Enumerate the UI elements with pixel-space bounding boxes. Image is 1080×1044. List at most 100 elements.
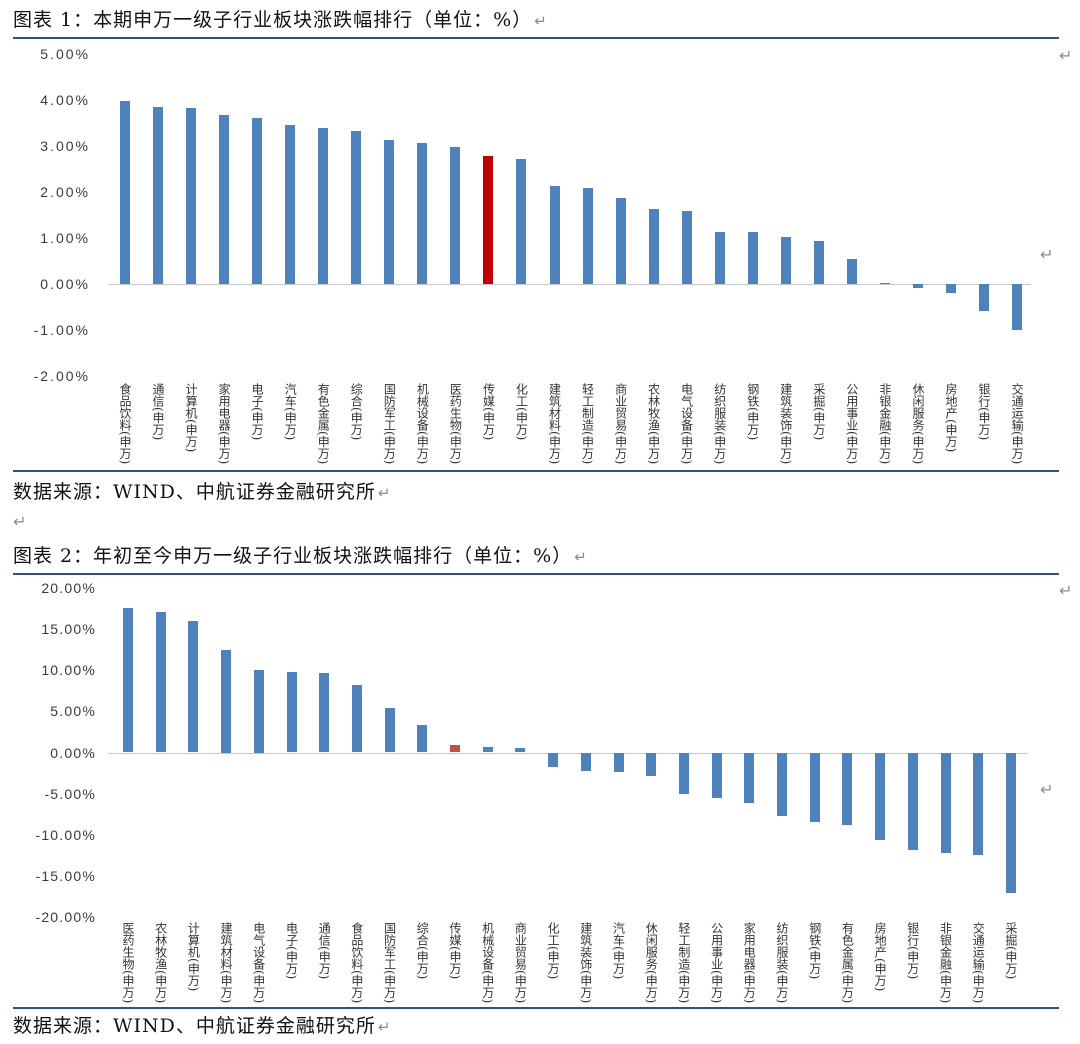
y-tick-label: -15.00%	[35, 867, 96, 884]
return-mark: ↵	[1059, 46, 1073, 65]
bar	[946, 284, 956, 293]
figure-1-source-text: 数据来源：WIND、中航证券金融研究所	[13, 481, 376, 503]
category-label: 通信(申万)	[151, 383, 166, 441]
bar	[940, 752, 951, 853]
category-label: 休闲服务(申万)	[644, 922, 659, 1004]
figure-2-title: 图表 2：年初至今申万一级子行业板块涨跌幅排行（单位：%） ↵	[13, 544, 587, 569]
bar	[516, 158, 527, 284]
chart-2: 20.00% 15.00% 10.00% 5.00% 0.00% -5.00% -10.00…	[0, 576, 1080, 1006]
category-label: 建筑装饰(申万)	[778, 383, 793, 465]
category-label: 轻工制造(申万)	[676, 922, 691, 1004]
y-tick-label: -1.00%	[33, 322, 90, 338]
category-label: 医药生物(申万)	[448, 383, 463, 465]
bar	[648, 209, 659, 284]
bar	[875, 752, 886, 840]
bar	[681, 210, 692, 284]
bar	[384, 708, 395, 753]
category-label: 机械设备(申万)	[415, 383, 430, 465]
y-tick-label: 3.00%	[40, 138, 90, 154]
category-label: 轻工制造(申万)	[580, 383, 595, 465]
bar	[711, 752, 722, 798]
category-label: 公用事业(申万)	[709, 922, 724, 1004]
bar	[188, 620, 199, 753]
bar	[744, 752, 755, 804]
category-label: 食品饮料(申万)	[349, 922, 364, 1004]
category-label: 国防军工(申万)	[382, 383, 397, 465]
return-mark: ↵	[574, 548, 587, 566]
chart-1: 5.00% 4.00% 3.00% 2.00% 1.00% 0.00% -1.00% -2.0…	[0, 40, 1080, 470]
y-tick-label: 5.00%	[40, 46, 90, 62]
category-label: 农林牧渔(申万)	[646, 383, 661, 465]
category-label: 汽车(申万)	[611, 922, 626, 980]
bar	[548, 752, 559, 768]
category-label: 计算机(申万)	[184, 383, 199, 453]
bar	[120, 100, 130, 284]
bar	[549, 185, 560, 284]
category-label: 电子(申万)	[250, 383, 265, 441]
return-mark: ↵	[377, 484, 391, 502]
bar	[186, 108, 197, 284]
bar	[483, 156, 494, 284]
bar	[285, 125, 296, 284]
y-tick-label: -5.00%	[44, 785, 96, 802]
return-mark: ↵	[377, 1018, 391, 1036]
category-label: 纺织服装(申万)	[775, 922, 789, 1004]
bar	[747, 232, 758, 284]
figure-2-bottom-rule	[13, 1007, 1059, 1009]
category-label: 电气设备(申万)	[251, 922, 266, 1004]
category-label: 家用电器(申万)	[742, 922, 757, 1004]
category-label: 商业贸易(申万)	[513, 922, 528, 1004]
bar	[417, 725, 428, 753]
bar	[155, 611, 166, 753]
category-label: 传媒(申万)	[448, 922, 462, 980]
return-mark: ↵	[1040, 780, 1054, 799]
bar	[1012, 284, 1023, 331]
bar	[450, 147, 461, 284]
bar	[613, 752, 624, 773]
category-label: 房地产(申万)	[944, 383, 958, 453]
category-label: 休闲服务(申万)	[910, 383, 925, 465]
bar	[777, 752, 787, 816]
bar	[384, 140, 395, 284]
category-label: 钢铁(申万)	[807, 922, 822, 980]
bar	[153, 106, 164, 284]
return-mark: ↵	[534, 12, 547, 30]
bar	[318, 127, 329, 284]
bar	[123, 607, 133, 753]
category-label: 计算机(申万)	[186, 922, 201, 992]
category-label: 房地产(申万)	[873, 922, 888, 992]
figure-1-title: 图表 1：本期申万一级子行业板块涨跌幅排行（单位：%） ↵	[13, 8, 547, 33]
figure-1-title-text: 图表 1：本期申万一级子行业板块涨跌幅排行（单位：%）	[13, 9, 533, 31]
y-tick-label: 1.00%	[40, 230, 90, 246]
category-label: 国防军工(申万)	[382, 922, 397, 1004]
category-label: 电气设备(申万)	[679, 383, 694, 465]
bar	[286, 671, 297, 753]
category-label: 交通运输(申万)	[971, 922, 986, 1004]
category-label: 纺织服装(申万)	[712, 383, 727, 465]
category-label: 公用事业(申万)	[844, 383, 859, 465]
x-axis-line	[108, 753, 1028, 754]
x-axis-line	[108, 284, 1031, 285]
category-label: 采掘(申万)	[1003, 922, 1018, 980]
figure-1-source: 数据来源：WIND、中航证券金融研究所 ↵	[13, 480, 390, 505]
bar	[221, 649, 232, 753]
category-label: 家用电器(申万)	[217, 383, 232, 465]
y-tick-label: -10.00%	[35, 826, 96, 843]
y-tick-label: 0.00%	[50, 744, 96, 761]
bar	[253, 670, 264, 753]
figure-2-title-text: 图表 2：年初至今申万一级子行业板块涨跌幅排行（单位：%）	[13, 545, 573, 567]
bar	[482, 746, 493, 753]
category-label: 食品饮料(申万)	[118, 383, 132, 465]
bar	[907, 752, 918, 850]
category-label: 有色金属(申万)	[840, 922, 855, 1004]
bar	[813, 241, 824, 284]
figure-1-title-rule	[13, 37, 1059, 39]
category-label: 银行(申万)	[977, 383, 992, 441]
category-label: 建筑材料(申万)	[219, 922, 234, 1004]
category-label: 采掘(申万)	[811, 383, 826, 441]
bar	[515, 748, 526, 753]
bar	[582, 188, 593, 284]
y-tick-label: -20.00%	[35, 909, 96, 925]
return-mark: ↵	[1059, 581, 1073, 600]
